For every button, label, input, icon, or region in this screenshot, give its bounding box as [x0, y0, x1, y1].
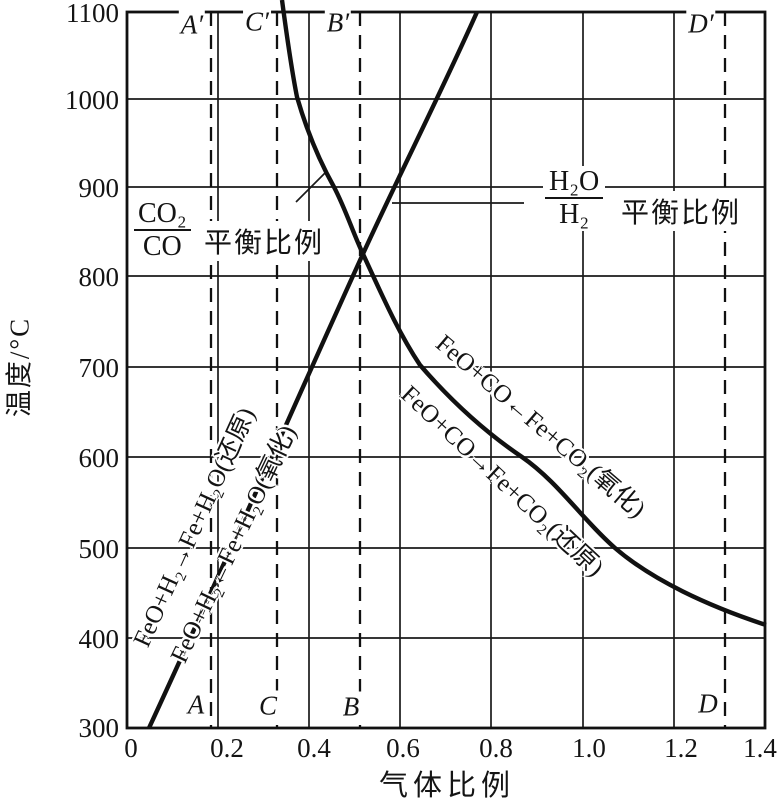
y-tick-label: 900 [78, 172, 120, 203]
co2-co-caption: 平衡比例 [204, 221, 325, 261]
x-tick-label: 0.8 [479, 733, 513, 763]
y-tick-label: 700 [78, 352, 120, 383]
co2-co-fraction-denominator: CO [142, 231, 182, 263]
x-tick-label: 0 [124, 733, 138, 763]
x-tick-label: 0.6 [386, 733, 420, 763]
y-tick-label: 300 [78, 712, 120, 743]
y-tick-label: 1000 [65, 84, 119, 115]
y-tick-label: 600 [78, 442, 120, 473]
marker-c: C [256, 690, 280, 722]
marker-a-prime: A′ [178, 9, 206, 41]
marker-dashed-lines [209, 12, 727, 728]
x-tick-label: 1.4 [743, 733, 777, 763]
marker-d-prime: D′ [686, 8, 716, 40]
x-tick-label: 1.2 [664, 733, 698, 763]
grid-vertical [217, 12, 675, 728]
y-tick-label: 800 [78, 261, 120, 292]
h2o-h2-caption: 平衡比例 [621, 191, 742, 231]
leader-co2-label [295, 170, 328, 203]
grid-horizontal [127, 98, 765, 639]
y-tick-label: 400 [78, 623, 120, 654]
h2o-h2-fraction-denominator: H₂ [559, 199, 590, 231]
h2o-h2-curve [147, 11, 480, 729]
x-tick-label: 0.2 [210, 733, 244, 763]
marker-a: A [185, 689, 207, 721]
co2-co-fraction-numerator: CO₂ [134, 198, 191, 232]
y-tick-label: 500 [78, 533, 120, 564]
x-axis-title: 气体比例 [378, 770, 516, 802]
h2o-h2-fraction: H₂O H₂ [543, 166, 606, 231]
h2o-h2-fraction-numerator: H₂O [545, 166, 604, 200]
marker-d: D [696, 688, 720, 720]
co2-co-curve [279, 0, 767, 628]
x-tick-label: 0.4 [297, 733, 331, 763]
co2-co-fraction: CO₂ CO [132, 198, 193, 263]
y-tick-label: 1100 [66, 0, 119, 28]
leader-lines [295, 170, 524, 204]
marker-b: B [340, 691, 362, 723]
plot-border [125, 10, 767, 730]
x-tick-label: 1.0 [572, 733, 606, 763]
marker-c-prime: C′ [243, 6, 271, 38]
marker-b-prime: B′ [324, 7, 352, 39]
